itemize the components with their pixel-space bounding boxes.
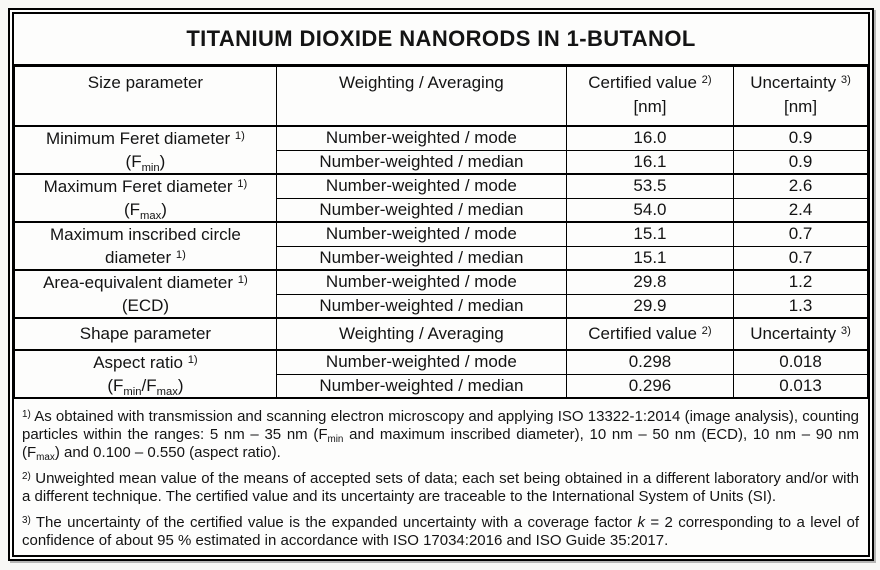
- uncertainty-cell: 1.2: [733, 269, 868, 295]
- param-cell-maximum-feret: Maximum Feret diameter 1) (Fmax): [14, 173, 277, 223]
- page-title: TITANIUM DIOXIDE NANORODS IN 1-BUTANOL: [14, 14, 868, 66]
- weighting-cell: Number-weighted / mode: [275, 173, 567, 199]
- weighting-cell: Number-weighted / mode: [275, 349, 567, 375]
- certified-value-cell: 0.296: [565, 373, 735, 399]
- uncertainty-header: Uncertainty 3): [733, 317, 868, 351]
- header-label: Certified value 2): [588, 73, 712, 92]
- table-row: Number-weighted / median 16.1 0.9: [15, 149, 868, 175]
- certified-value-cell: 0.298: [565, 349, 735, 375]
- uncertainty-cell: 0.7: [733, 245, 868, 271]
- param-line: (Fmin/Fmax): [107, 376, 184, 398]
- param-line: Aspect ratio 1): [93, 353, 198, 372]
- header-label: Weighting / Averaging: [338, 73, 504, 92]
- certified-value-cell: 15.1: [565, 221, 735, 247]
- uncertainty-cell: 0.9: [733, 125, 868, 151]
- param-line: Maximum inscribed circle: [50, 225, 241, 244]
- uncertainty-cell: 1.3: [733, 293, 868, 319]
- certified-value-cell: 29.9: [565, 293, 735, 319]
- table-row: Area-equivalent diameter 1) (ECD) Number…: [14, 269, 868, 319]
- certified-value-cell: 16.1: [565, 149, 735, 175]
- shape-header-row: Shape parameter Weighting / Averaging Ce…: [14, 317, 868, 351]
- certified-value-cell: 29.8: [565, 269, 735, 295]
- param-line: (Fmin): [125, 152, 166, 174]
- weighting-cell: Number-weighted / median: [275, 149, 567, 175]
- size-parameter-header: Size parameter: [14, 66, 277, 127]
- weighting-cell: Number-weighted / median: [275, 245, 567, 271]
- header-label: Uncertainty 3): [750, 324, 851, 343]
- weighting-cell: Number-weighted / mode: [275, 125, 567, 151]
- table-row: Aspect ratio 1) (Fmin/Fmax) Number-weigh…: [14, 349, 868, 399]
- table-row: Maximum inscribed circle diameter 1) Num…: [14, 221, 868, 271]
- header-label: Uncertainty 3): [750, 73, 851, 92]
- header-label: Certified value 2): [588, 324, 712, 343]
- certified-value-header: Certified value 2): [565, 317, 735, 351]
- table-row: Number-weighted / median 54.0 2.4: [15, 197, 868, 223]
- weighting-cell: Number-weighted / median: [275, 197, 567, 223]
- uncertainty-cell: 0.018: [733, 349, 868, 375]
- table-row: Maximum Feret diameter 1) (Fmax) Number-…: [14, 173, 868, 223]
- footnote-3: 3) The uncertainty of the certified valu…: [22, 514, 860, 549]
- size-header-row: Size parameter Weighting / Averaging Cer…: [14, 66, 868, 127]
- table-row: Number-weighted / median 0.296 0.013: [15, 373, 868, 399]
- header-label: Weighting / Averaging: [338, 324, 504, 343]
- certified-value-cell: 53.5: [565, 173, 735, 199]
- footnote-1: 1) As obtained with transmission and sca…: [22, 408, 859, 464]
- param-line: (ECD): [121, 296, 170, 315]
- footnote-2: 2) Unweighted mean value of the means of…: [22, 470, 859, 505]
- uncertainty-cell: 0.9: [733, 149, 868, 175]
- shape-parameter-header: Shape parameter: [14, 317, 277, 351]
- weighting-cell: Number-weighted / mode: [275, 269, 567, 295]
- certified-unit-label: [nm]: [633, 97, 667, 116]
- uncertainty-cell: 2.4: [733, 197, 868, 223]
- uncertainty-unit-label: [nm]: [784, 97, 818, 116]
- param-cell-inscribed-circle: Maximum inscribed circle diameter 1): [14, 221, 277, 271]
- param-line: Maximum Feret diameter 1): [43, 177, 248, 196]
- weighting-averaging-header: Weighting / Averaging: [275, 66, 567, 127]
- footnotes-section: 1) As obtained with transmission and sca…: [14, 399, 868, 550]
- uncertainty-header: Uncertainty 3) [nm]: [733, 66, 868, 127]
- weighting-averaging-header: Weighting / Averaging: [275, 317, 567, 351]
- param-line: (Fmax): [123, 200, 167, 222]
- uncertainty-cell: 0.013: [733, 373, 868, 399]
- measurement-table: Size parameter Weighting / Averaging Cer…: [14, 66, 868, 399]
- certified-value-cell: 15.1: [565, 245, 735, 271]
- param-cell-area-equivalent: Area-equivalent diameter 1) (ECD): [14, 269, 277, 319]
- header-label: Size parameter: [87, 73, 204, 92]
- table-row: Minimum Feret diameter 1) (Fmin) Number-…: [14, 125, 868, 175]
- certified-value-cell: 16.0: [565, 125, 735, 151]
- weighting-cell: Number-weighted / mode: [275, 221, 567, 247]
- table-row: Number-weighted / median 29.9 1.3: [15, 293, 868, 319]
- header-label: Shape parameter: [79, 324, 212, 343]
- param-line: Minimum Feret diameter 1): [45, 129, 245, 148]
- weighting-cell: Number-weighted / median: [275, 293, 567, 319]
- param-line: diameter 1): [105, 248, 186, 267]
- certified-value-cell: 54.0: [565, 197, 735, 223]
- weighting-cell: Number-weighted / median: [275, 373, 567, 399]
- certified-value-header: Certified value 2) [nm]: [565, 66, 735, 127]
- certificate-frame: TITANIUM DIOXIDE NANORODS IN 1-BUTANOL S…: [8, 8, 874, 561]
- param-cell-minimum-feret: Minimum Feret diameter 1) (Fmin): [14, 125, 277, 175]
- uncertainty-cell: 0.7: [733, 221, 868, 247]
- param-line: Area-equivalent diameter 1): [43, 273, 248, 292]
- table-row: Number-weighted / median 15.1 0.7: [15, 245, 868, 271]
- uncertainty-cell: 2.6: [733, 173, 868, 199]
- param-cell-aspect-ratio: Aspect ratio 1) (Fmin/Fmax): [14, 349, 277, 399]
